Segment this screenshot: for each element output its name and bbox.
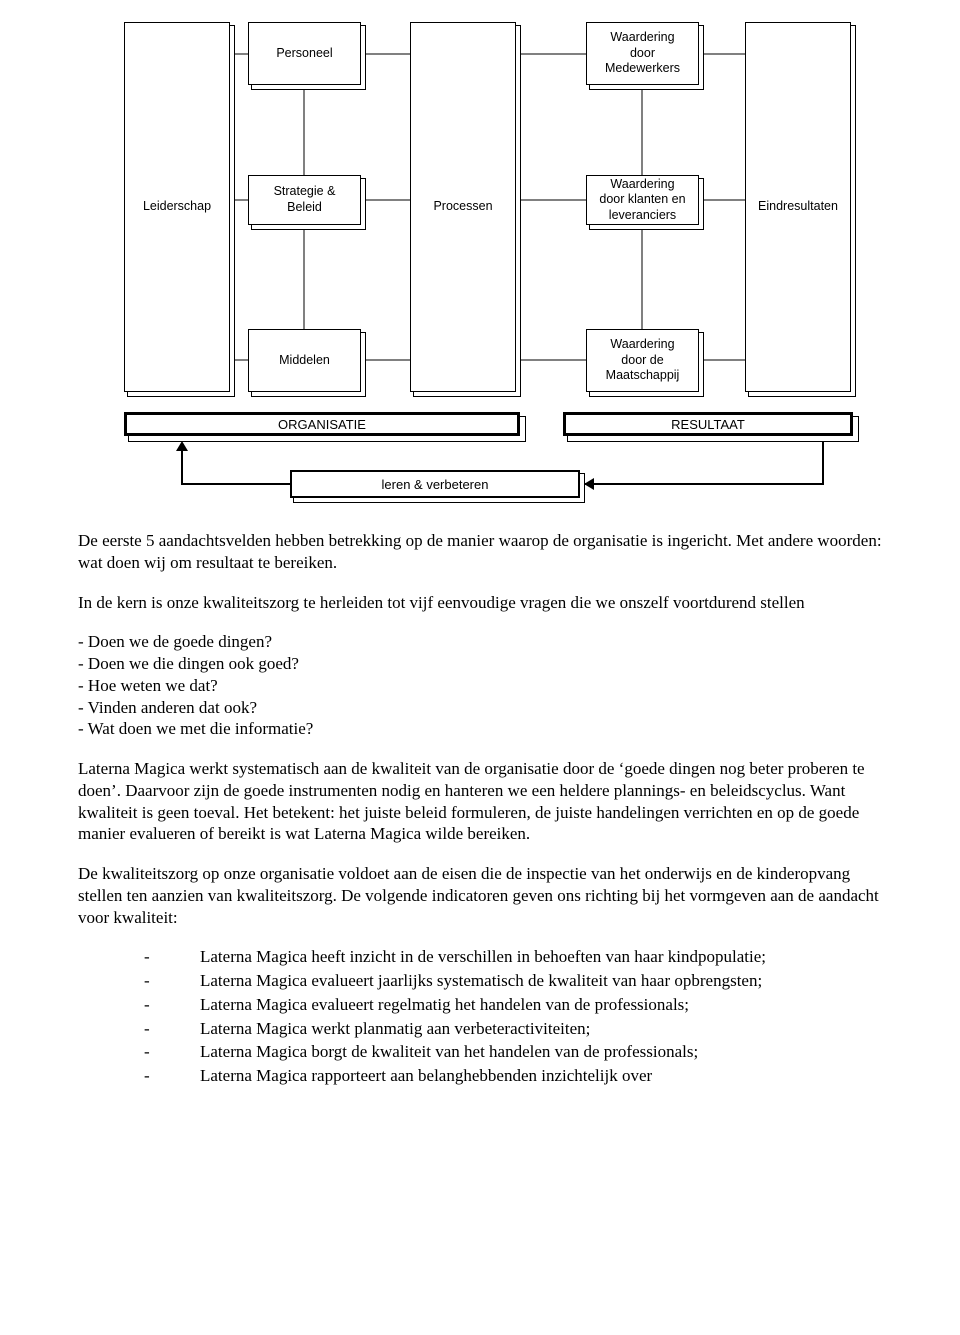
box-middelen: Middelen	[248, 329, 361, 392]
box-label: Waarderingdoor deMaatschappij	[606, 337, 680, 384]
box-waardering-maatschappij: Waarderingdoor deMaatschappij	[586, 329, 699, 392]
indicator-item: -Laterna Magica borgt de kwaliteit van h…	[144, 1041, 882, 1063]
box-label: ORGANISATIE	[278, 417, 366, 432]
paragraph: In de kern is onze kwaliteitszorg te her…	[78, 592, 882, 614]
box-processen: Processen	[410, 22, 516, 392]
dash-icon: -	[144, 970, 200, 992]
box-label: Eindresultaten	[758, 199, 838, 215]
body-text: De eerste 5 aandachtsvelden hebben betre…	[0, 530, 960, 1119]
box-personeel: Personeel	[248, 22, 361, 85]
box-waardering-klanten: Waarderingdoor klanten enleveranciers	[586, 175, 699, 225]
box-strategie: Strategie &Beleid	[248, 175, 361, 225]
box-label: RESULTAAT	[671, 417, 745, 432]
question-item: - Doen we de goede dingen?	[78, 631, 882, 653]
indicator-item: -Laterna Magica rapporteert aan belanghe…	[144, 1065, 882, 1087]
dash-icon: -	[144, 1065, 200, 1087]
box-label: WaarderingdoorMedewerkers	[605, 30, 680, 77]
indicator-item: -Laterna Magica evalueert jaarlijks syst…	[144, 970, 882, 992]
box-leiderschap: Leiderschap	[124, 22, 230, 392]
indicator-text: Laterna Magica evalueert jaarlijks syste…	[200, 970, 882, 992]
box-label: Waarderingdoor klanten enleveranciers	[599, 177, 685, 224]
box-label: Strategie &Beleid	[274, 184, 336, 215]
paragraph: De eerste 5 aandachtsvelden hebben betre…	[78, 530, 882, 574]
box-label: Personeel	[276, 46, 332, 62]
paragraph: De kwaliteitszorg op onze organisatie vo…	[78, 863, 882, 928]
box-waardering-medewerkers: WaarderingdoorMedewerkers	[586, 22, 699, 85]
box-organisatie: ORGANISATIE	[124, 412, 520, 436]
box-eindresultaten: Eindresultaten	[745, 22, 851, 392]
indicators-list: -Laterna Magica heeft inzicht in de vers…	[78, 946, 882, 1087]
indicator-text: Laterna Magica heeft inzicht in de versc…	[200, 946, 882, 968]
question-item: - Vinden anderen dat ook?	[78, 697, 882, 719]
questions-list: - Doen we de goede dingen? - Doen we die…	[78, 631, 882, 740]
dash-icon: -	[144, 994, 200, 1016]
indicator-text: Laterna Magica rapporteert aan belangheb…	[200, 1065, 882, 1087]
box-label: Middelen	[279, 353, 330, 369]
question-item: - Wat doen we met die informatie?	[78, 718, 882, 740]
box-leren: leren & verbeteren	[290, 470, 580, 498]
dash-icon: -	[144, 946, 200, 968]
paragraph: Laterna Magica werkt systematisch aan de…	[78, 758, 882, 845]
indicator-item: -Laterna Magica werkt planmatig aan verb…	[144, 1018, 882, 1040]
indicator-text: Laterna Magica evalueert regelmatig het …	[200, 994, 882, 1016]
indicator-text: Laterna Magica werkt planmatig aan verbe…	[200, 1018, 882, 1040]
box-label: Leiderschap	[143, 199, 211, 215]
indicator-text: Laterna Magica borgt de kwaliteit van he…	[200, 1041, 882, 1063]
question-item: - Hoe weten we dat?	[78, 675, 882, 697]
indicator-item: -Laterna Magica heeft inzicht in de vers…	[144, 946, 882, 968]
efqm-diagram: Leiderschap Personeel Processen Waarderi…	[0, 0, 960, 530]
box-label: leren & verbeteren	[382, 477, 489, 492]
page: Leiderschap Personeel Processen Waarderi…	[0, 0, 960, 1119]
box-resultaat: RESULTAAT	[563, 412, 853, 436]
indicator-item: -Laterna Magica evalueert regelmatig het…	[144, 994, 882, 1016]
dash-icon: -	[144, 1041, 200, 1063]
dash-icon: -	[144, 1018, 200, 1040]
box-label: Processen	[433, 199, 492, 215]
question-item: - Doen we die dingen ook goed?	[78, 653, 882, 675]
